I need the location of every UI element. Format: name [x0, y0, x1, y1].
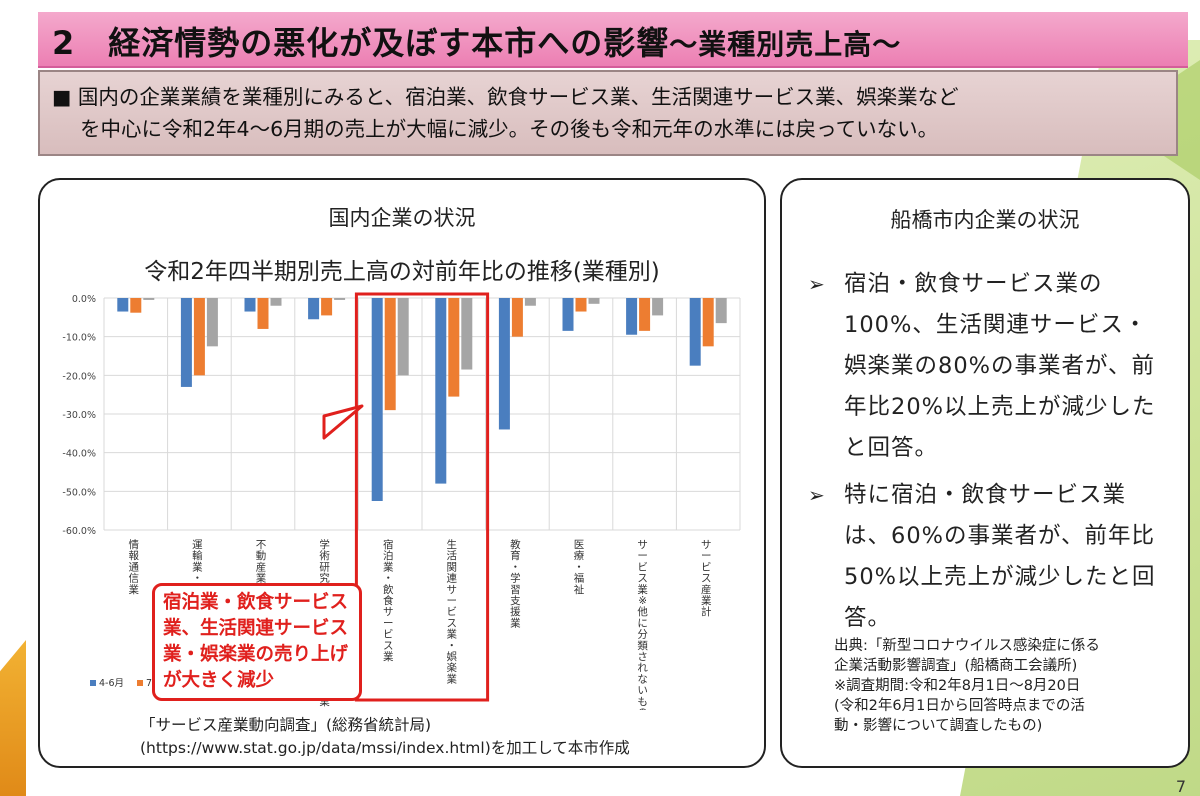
bullet-text-1: 宿泊・飲食サービス業の100%、生活関連サービス・娯楽業の80%の事業者が、前年…: [844, 271, 1156, 461]
summary-box: ■ 国内の企業業績を業種別にみると、宿泊業、飲食サービス業、生活関連サービス業、…: [38, 70, 1178, 156]
note-line: (令和2年6月1日から回答時点までの活: [834, 698, 1085, 714]
bar-chart: 0.0% -10.0% -20.0% -30.0% -40.0% -50.0% -60.0%…: [62, 292, 741, 710]
bullet-list: ➢ 宿泊・飲食サービス業の100%、生活関連サービス・娯楽業の80%の事業者が、…: [808, 264, 1168, 645]
callout-box: 宿泊業・飲食サービス業、生活関連サービス業・娯楽業の売り上げが大きく減少: [152, 583, 362, 701]
page-title-sub: ～業種別売上高～: [669, 28, 902, 61]
bar: [511, 298, 523, 337]
legend-label: 4-6月: [99, 678, 124, 689]
page-title-main: 2 経済情勢の悪化が及ぼす本市への影響: [52, 24, 670, 62]
bar: [715, 298, 727, 324]
chart-source-line-1: 「サービス産業動向調査」(総務省統計局): [140, 716, 432, 734]
bullet-text-2: 特に宿泊・飲食サービス業は、60%の事業者が、前年比50%以上売上が減少したと回…: [844, 482, 1156, 631]
bar: [562, 298, 574, 331]
bullet-item-2: ➢ 特に宿泊・飲食サービス業は、60%の事業者が、前年比50%以上売上が減少した…: [808, 475, 1168, 639]
decorative-orange-stripe: [0, 640, 26, 796]
bar: [689, 298, 701, 366]
y-tick-label: 0.0%: [72, 294, 96, 305]
bar: [588, 298, 600, 304]
x-tick-label: 医療・福祉: [574, 539, 585, 596]
y-tick-label: -60.0%: [62, 526, 96, 537]
title-bar: 2 経済情勢の悪化が及ぼす本市への影響～業種別売上高～: [38, 12, 1188, 68]
y-tick-label: -30.0%: [62, 410, 96, 421]
bar: [143, 298, 155, 300]
note-line: 出典:「新型コロナウイルス感染症に係る: [834, 638, 1100, 654]
page-number: 7: [1175, 777, 1186, 796]
bar: [639, 298, 651, 331]
legend-swatch: [90, 680, 96, 686]
bar: [270, 298, 282, 306]
bar: [397, 298, 409, 376]
survey-source-note: 出典:「新型コロナウイルス感染症に係る 企業活動影響調査」(船橋商工会議所) ※…: [834, 636, 1100, 736]
bar: [384, 298, 396, 411]
bar: [702, 298, 714, 347]
y-tick-label: -20.0%: [62, 371, 96, 382]
bar: [321, 298, 333, 316]
x-tick-label: 教育・学習支援業: [510, 538, 521, 629]
chart-title: 令和2年四半期別売上高の対前年比の推移(業種別): [144, 259, 660, 285]
y-tick-label: -40.0%: [62, 449, 96, 460]
x-tick-label: サービス産業計: [701, 539, 712, 618]
bar: [130, 298, 142, 313]
bar: [575, 298, 587, 312]
funabashi-panel-title: 船橋市内企業の状況: [890, 208, 1080, 232]
bar: [371, 298, 383, 501]
y-tick-label: -10.0%: [62, 333, 96, 344]
note-line: 動・影響について調査したもの): [834, 718, 1043, 734]
bullet-item-1: ➢ 宿泊・飲食サービス業の100%、生活関連サービス・娯楽業の80%の事業者が、…: [808, 264, 1168, 469]
bar: [334, 298, 346, 300]
bar: [626, 298, 638, 335]
bar: [448, 298, 460, 397]
callout-pointer: [322, 404, 364, 440]
summary-line-2: を中心に令和2年4～6月期の売上が大幅に減少。その後も令和元年の水準には戻ってい…: [80, 117, 939, 141]
bar: [652, 298, 664, 316]
bar: [257, 298, 269, 329]
bar: [461, 298, 473, 370]
bar: [308, 298, 320, 320]
domestic-panel-title: 国内企業の状況: [328, 206, 476, 230]
chart-source-line-2: (https://www.stat.go.jp/data/mssi/index.…: [140, 739, 630, 757]
page-title: 2 経済情勢の悪化が及ぼす本市への影響～業種別売上高～: [52, 18, 901, 64]
bar: [117, 298, 129, 312]
bar: [193, 298, 205, 376]
bar: [206, 298, 218, 347]
note-line: 企業活動影響調査」(船橋商工会議所): [834, 658, 1078, 674]
x-tick-label: 生活関連サービス業・娯楽業: [447, 538, 458, 685]
x-tick-label: 情報通信業: [129, 538, 140, 596]
bar: [180, 298, 192, 387]
bar: [244, 298, 256, 312]
chart-source: 「サービス産業動向調査」(総務省統計局) (https://www.stat.g…: [140, 714, 630, 760]
x-tick-label: 宿泊業・飲食サービス業: [383, 538, 394, 663]
bar: [435, 298, 447, 484]
arrow-bullet-icon: ➢: [808, 483, 826, 507]
domestic-panel: 国内企業の状況 令和2年四半期別売上高の対前年比の推移(業種別) 0.0% -10…: [38, 178, 766, 768]
funabashi-panel: 船橋市内企業の状況 ➢ 宿泊・飲食サービス業の100%、生活関連サービス・娯楽業…: [780, 178, 1190, 768]
y-tick-label: -50.0%: [62, 487, 96, 498]
arrow-bullet-icon: ➢: [808, 272, 826, 296]
x-tick-label: サービス業※他に分類されないもの: [637, 539, 648, 710]
bar: [524, 298, 536, 306]
legend-swatch: [137, 680, 143, 686]
note-line: ※調査期間:令和2年8月1日～8月20日: [834, 678, 1081, 694]
summary-line-1: ■ 国内の企業業績を業種別にみると、宿泊業、飲食サービス業、生活関連サービス業、…: [52, 85, 959, 109]
bar: [498, 298, 510, 430]
highlight-frame: [354, 292, 490, 702]
